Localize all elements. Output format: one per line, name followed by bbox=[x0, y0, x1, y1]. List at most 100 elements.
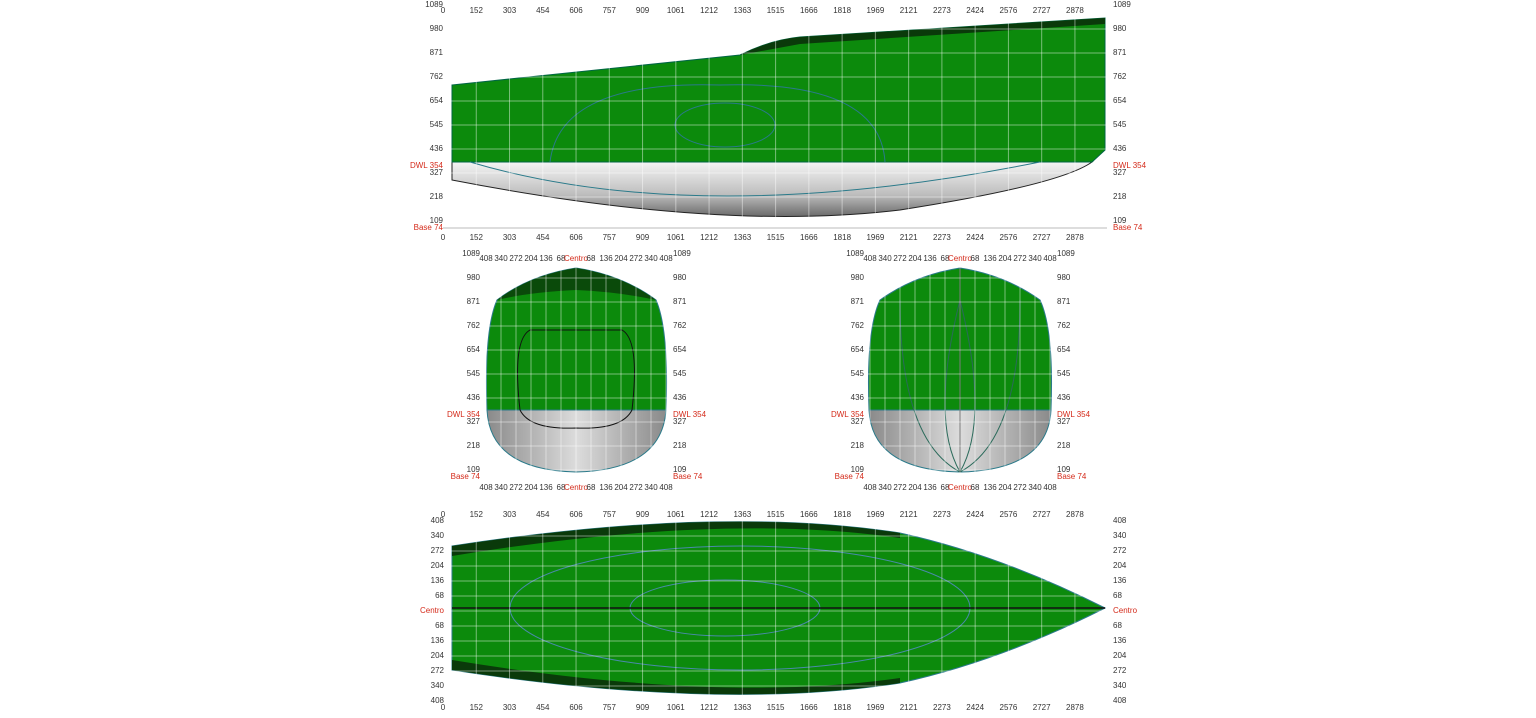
y-tick-label: 408 bbox=[431, 516, 445, 525]
x-tick-label: 606 bbox=[569, 510, 583, 519]
y-tick-label: 340 bbox=[431, 681, 445, 690]
x-tick-label: 1515 bbox=[767, 233, 785, 242]
x-tick-label: 1363 bbox=[733, 6, 751, 15]
y-tick-label: 545 bbox=[673, 369, 687, 378]
x-tick-label: Centro bbox=[564, 254, 589, 263]
x-tick-label: 1212 bbox=[700, 233, 718, 242]
y-tick-label: 218 bbox=[1113, 192, 1127, 201]
y-tick-label: 327 bbox=[1113, 168, 1127, 177]
y-tick-label: 218 bbox=[1057, 441, 1071, 450]
x-tick-label: 1363 bbox=[733, 233, 751, 242]
y-tick-label: 762 bbox=[1113, 72, 1127, 81]
reference-label: DWL 354 bbox=[1113, 161, 1147, 170]
x-tick-label: 1363 bbox=[733, 703, 751, 712]
y-tick-label: 545 bbox=[430, 120, 444, 129]
y-tick-label: 545 bbox=[1113, 120, 1127, 129]
x-tick-label: 1061 bbox=[667, 233, 685, 242]
y-tick-label: 1089 bbox=[846, 249, 864, 258]
x-tick-label: 2273 bbox=[933, 510, 951, 519]
y-tick-label: 109 bbox=[1113, 216, 1127, 225]
y-tick-label: 327 bbox=[851, 417, 865, 426]
y-tick-label: 109 bbox=[673, 465, 687, 474]
x-tick-label: 1515 bbox=[767, 6, 785, 15]
y-tick-label: 436 bbox=[851, 393, 865, 402]
x-tick-label: 1666 bbox=[800, 510, 818, 519]
x-tick-label: 272 bbox=[509, 483, 523, 492]
x-tick-label: 136 bbox=[923, 483, 937, 492]
y-tick-label: 1089 bbox=[425, 0, 443, 9]
x-tick-label: 408 bbox=[863, 254, 877, 263]
reference-label: DWL 354 bbox=[1057, 410, 1091, 419]
y-tick-label: 204 bbox=[1113, 651, 1127, 660]
y-tick-label: 327 bbox=[1057, 417, 1071, 426]
x-tick-label: 204 bbox=[998, 254, 1012, 263]
y-tick-label: 68 bbox=[435, 591, 444, 600]
x-tick-label: 152 bbox=[470, 6, 484, 15]
x-tick-label: 757 bbox=[603, 6, 617, 15]
y-tick-label: 109 bbox=[430, 216, 444, 225]
y-tick-label: 408 bbox=[431, 696, 445, 705]
y-tick-label: 136 bbox=[1113, 576, 1127, 585]
x-tick-label: 2727 bbox=[1033, 233, 1051, 242]
y-tick-label: 218 bbox=[851, 441, 865, 450]
x-tick-label: 0 bbox=[441, 703, 446, 712]
reference-label: Base 74 bbox=[1113, 223, 1143, 232]
y-tick-label: 218 bbox=[430, 192, 444, 201]
x-tick-label: 204 bbox=[524, 254, 538, 263]
y-tick-label: 980 bbox=[430, 24, 444, 33]
y-tick-label: Centro bbox=[420, 606, 445, 615]
x-tick-label: 1061 bbox=[667, 510, 685, 519]
x-tick-label: 2273 bbox=[933, 703, 951, 712]
x-tick-label: 1061 bbox=[667, 703, 685, 712]
y-tick-label: 871 bbox=[851, 297, 865, 306]
x-tick-label: 2878 bbox=[1066, 6, 1084, 15]
x-tick-label: 1818 bbox=[833, 233, 851, 242]
x-tick-label: 204 bbox=[614, 483, 628, 492]
y-tick-label: 762 bbox=[467, 321, 481, 330]
profile-deck bbox=[740, 18, 1105, 55]
hull-shapes bbox=[451, 17, 1107, 695]
reference-label: Base 74 bbox=[1057, 472, 1087, 481]
x-tick-label: 408 bbox=[479, 483, 493, 492]
y-tick-label: 871 bbox=[467, 297, 481, 306]
profile-topsides bbox=[451, 17, 1106, 163]
x-tick-label: 1212 bbox=[700, 6, 718, 15]
y-tick-label: 654 bbox=[1057, 345, 1071, 354]
y-tick-label: 980 bbox=[851, 273, 865, 282]
x-tick-label: 2727 bbox=[1033, 6, 1051, 15]
x-tick-label: 136 bbox=[923, 254, 937, 263]
y-tick-label: 762 bbox=[851, 321, 865, 330]
plan-deck bbox=[452, 660, 900, 695]
x-tick-label: 272 bbox=[509, 254, 523, 263]
x-tick-label: 68 bbox=[941, 254, 950, 263]
y-tick-label: 762 bbox=[430, 72, 444, 81]
y-tick-label: 654 bbox=[673, 345, 687, 354]
y-tick-label: 340 bbox=[1113, 681, 1127, 690]
x-tick-label: 909 bbox=[636, 703, 650, 712]
x-tick-label: 272 bbox=[893, 483, 907, 492]
x-tick-label: 2576 bbox=[1000, 510, 1018, 519]
x-tick-label: 152 bbox=[470, 233, 484, 242]
x-tick-label: 340 bbox=[1028, 254, 1042, 263]
y-tick-label: 408 bbox=[1113, 696, 1127, 705]
x-tick-label: 303 bbox=[503, 6, 517, 15]
y-tick-label: 68 bbox=[1113, 621, 1122, 630]
y-tick-label: 408 bbox=[1113, 516, 1127, 525]
y-tick-label: 436 bbox=[1113, 144, 1127, 153]
y-tick-label: 109 bbox=[851, 465, 865, 474]
x-tick-label: 2424 bbox=[966, 510, 984, 519]
y-tick-label: 436 bbox=[430, 144, 444, 153]
x-tick-label: 757 bbox=[603, 510, 617, 519]
x-tick-label: 606 bbox=[569, 233, 583, 242]
y-tick-label: 272 bbox=[1113, 546, 1127, 555]
x-tick-label: 340 bbox=[878, 483, 892, 492]
y-tick-label: 109 bbox=[1057, 465, 1071, 474]
y-tick-label: 340 bbox=[431, 531, 445, 540]
contour bbox=[549, 84, 886, 163]
reference-label: Base 74 bbox=[835, 472, 865, 481]
x-tick-label: 272 bbox=[1013, 254, 1027, 263]
reference-label: DWL 354 bbox=[673, 410, 707, 419]
x-tick-label: 454 bbox=[536, 703, 550, 712]
x-tick-label: 1969 bbox=[866, 510, 884, 519]
x-tick-label: Centro bbox=[948, 254, 973, 263]
